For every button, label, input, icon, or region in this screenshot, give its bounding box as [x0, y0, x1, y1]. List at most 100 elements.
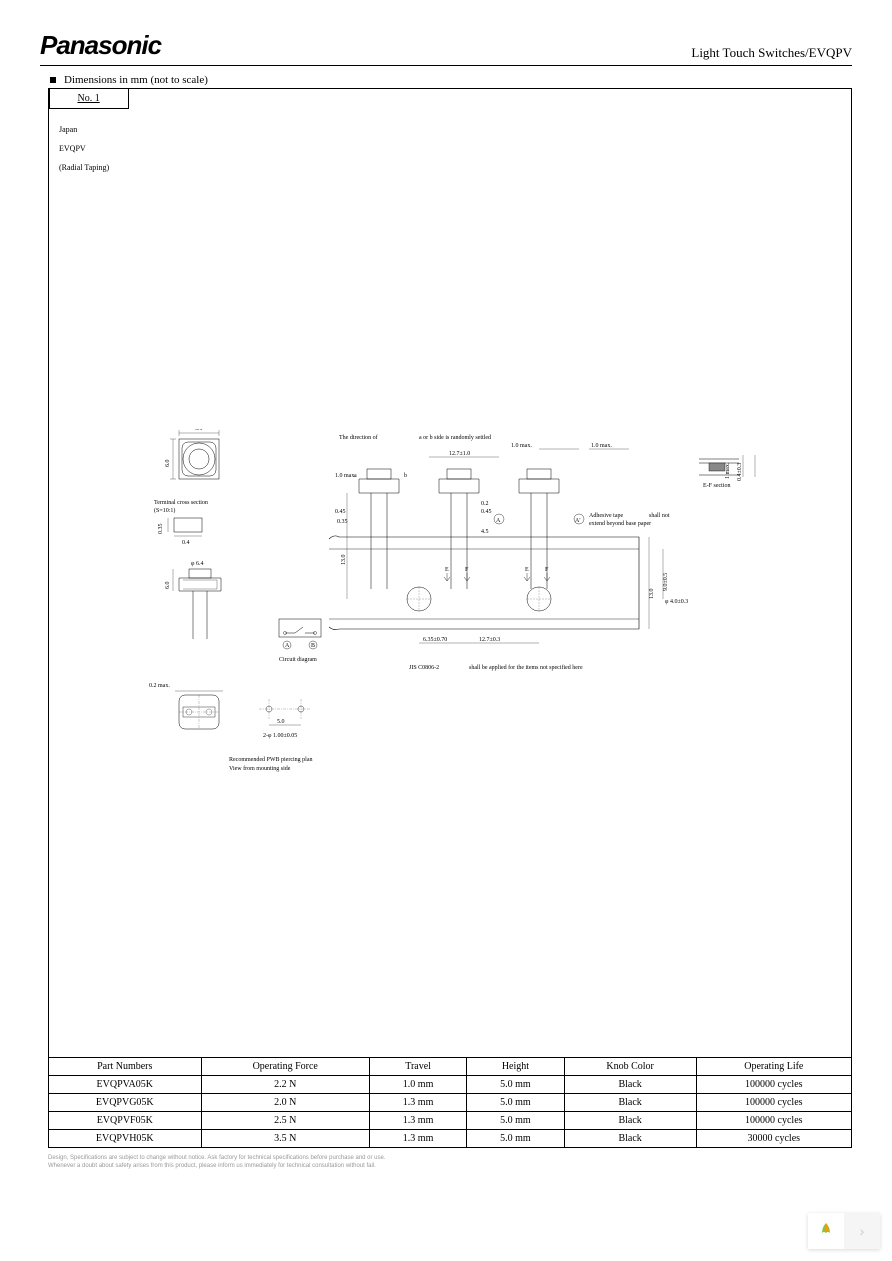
table-cell: 1.0 mm	[369, 1076, 466, 1094]
svg-text:0.4±0.3: 0.4±0.3	[737, 463, 743, 481]
table-row: EVQPVF05K2.5 N1.3 mm5.0 mmBlack100000 cy…	[49, 1112, 851, 1130]
svg-text:View from mounting side: View from mounting side	[229, 765, 291, 772]
svg-text:shall be applied for the items: shall be applied for the items not speci…	[469, 664, 583, 671]
corner-logo-icon	[808, 1213, 844, 1249]
col-part-numbers: Part Numbers	[49, 1058, 201, 1076]
svg-text:φ 4.0±0.3: φ 4.0±0.3	[665, 599, 688, 605]
table-cell: 5.0 mm	[467, 1130, 564, 1148]
svg-text:shall not: shall not	[649, 513, 670, 519]
svg-text:b: b	[404, 473, 407, 479]
svg-text:6.1: 6.1	[195, 429, 203, 432]
technical-diagram: 6.1 6.0 Terminal cross section (S=10:1) …	[139, 429, 779, 809]
col-travel: Travel	[369, 1058, 466, 1076]
table-cell: Black	[564, 1094, 696, 1112]
table-row: EVQPVA05K2.2 N1.0 mm5.0 mmBlack100000 cy…	[49, 1076, 851, 1094]
svg-text:E: E	[525, 567, 529, 573]
svg-text:4.5: 4.5	[481, 529, 489, 535]
footer-line-1: Design, Specifications are subject to ch…	[48, 1154, 852, 1162]
spec-table-container: Part Numbers Operating Force Travel Heig…	[49, 1057, 851, 1147]
brand-logo: Panasonic	[40, 30, 161, 61]
svg-text:0.35: 0.35	[158, 524, 164, 535]
svg-text:0.35: 0.35	[337, 519, 348, 525]
table-cell: 100000 cycles	[696, 1112, 851, 1130]
document-title: Light Touch Switches/EVQPV	[691, 45, 852, 61]
meta-info: Japan EVQPV (Radial Taping)	[59, 125, 109, 182]
svg-text:13.0: 13.0	[341, 555, 347, 566]
packaging-label: (Radial Taping)	[59, 163, 109, 172]
svg-text:1.0 max.: 1.0 max.	[511, 443, 532, 449]
table-cell: EVQPVA05K	[49, 1076, 201, 1094]
bullet-icon	[50, 77, 56, 83]
table-cell: 30000 cycles	[696, 1130, 851, 1148]
svg-text:0.45: 0.45	[481, 509, 492, 515]
svg-text:Terminal cross section: Terminal cross section	[154, 500, 208, 506]
origin-label: Japan	[59, 125, 109, 134]
table-row: EVQPVH05K3.5 N1.3 mm5.0 mmBlack30000 cyc…	[49, 1130, 851, 1148]
svg-text:E-F section: E-F section	[703, 483, 731, 489]
corner-widget[interactable]: ›	[808, 1213, 880, 1249]
svg-text:E: E	[445, 567, 449, 573]
svg-text:2-φ 1.00±0.05: 2-φ 1.00±0.05	[263, 733, 297, 739]
footer-line-2: Whenever a doubt about safety arises fro…	[48, 1162, 852, 1170]
footer-disclaimer: Design, Specifications are subject to ch…	[48, 1154, 852, 1171]
svg-text:13.0: 13.0	[649, 589, 655, 600]
table-cell: 3.5 N	[201, 1130, 369, 1148]
svg-text:6.0: 6.0	[165, 460, 171, 468]
svg-text:0.2: 0.2	[481, 501, 489, 507]
svg-text:A: A	[496, 518, 501, 524]
table-cell: Black	[564, 1112, 696, 1130]
svg-text:B: B	[311, 643, 315, 649]
svg-text:extend beyond base paper: extend beyond base paper	[589, 521, 651, 527]
col-knob-color: Knob Color	[564, 1058, 696, 1076]
svg-text:a or b side is randomly settle: a or b side is randomly settled	[419, 435, 491, 441]
table-cell: 5.0 mm	[467, 1094, 564, 1112]
section-heading: Dimensions in mm (not to scale)	[50, 74, 852, 86]
chevron-right-icon[interactable]: ›	[844, 1213, 880, 1249]
svg-text:12.7±0.3: 12.7±0.3	[479, 637, 500, 643]
table-cell: 2.0 N	[201, 1094, 369, 1112]
table-cell: 100000 cycles	[696, 1094, 851, 1112]
svg-text:1.0 max.: 1.0 max.	[591, 443, 612, 449]
table-header-row: Part Numbers Operating Force Travel Heig…	[49, 1058, 851, 1076]
table-cell: 1.3 mm	[369, 1112, 466, 1130]
table-row: EVQPVG05K2.0 N1.3 mm5.0 mmBlack100000 cy…	[49, 1094, 851, 1112]
svg-text:F: F	[465, 567, 469, 573]
table-cell: 1.3 mm	[369, 1094, 466, 1112]
col-operating-life: Operating Life	[696, 1058, 851, 1076]
table-cell: Black	[564, 1076, 696, 1094]
svg-text:0.2 max.: 0.2 max.	[149, 683, 170, 689]
table-cell: EVQPVH05K	[49, 1130, 201, 1148]
table-cell: 2.2 N	[201, 1076, 369, 1094]
svg-text:The direction of: The direction of	[339, 434, 378, 441]
svg-text:12.7±1.0: 12.7±1.0	[449, 451, 470, 457]
svg-text:A: A	[285, 643, 290, 649]
svg-text:0.4: 0.4	[182, 540, 190, 546]
svg-text:6.35±0.70: 6.35±0.70	[423, 637, 447, 643]
table-cell: 5.0 mm	[467, 1076, 564, 1094]
table-cell: Black	[564, 1130, 696, 1148]
svg-text:F: F	[545, 567, 549, 573]
svg-text:0.45: 0.45	[335, 509, 346, 515]
section-title: Dimensions in mm (not to scale)	[64, 74, 208, 86]
table-cell: EVQPVF05K	[49, 1112, 201, 1130]
table-cell: EVQPVG05K	[49, 1094, 201, 1112]
svg-text:a: a	[354, 473, 357, 479]
table-cell: 1.3 mm	[369, 1130, 466, 1148]
table-cell: 5.0 mm	[467, 1112, 564, 1130]
content-box: No. 1 Japan EVQPV (Radial Taping) 6.1 6.	[48, 88, 852, 1148]
col-height: Height	[467, 1058, 564, 1076]
svg-text:JIS C0806-2: JIS C0806-2	[409, 665, 439, 671]
svg-text:Adhesive tape: Adhesive tape	[589, 513, 623, 519]
table-cell: 2.5 N	[201, 1112, 369, 1130]
series-label: EVQPV	[59, 144, 109, 153]
svg-text:6.0: 6.0	[165, 582, 171, 590]
col-operating-force: Operating Force	[201, 1058, 369, 1076]
svg-text:A': A'	[575, 518, 580, 524]
svg-text:Circuit diagram: Circuit diagram	[279, 657, 317, 663]
svg-text:Recommended PWB piercing plan: Recommended PWB piercing plan	[229, 757, 312, 763]
spec-table: Part Numbers Operating Force Travel Heig…	[49, 1057, 851, 1147]
page-header: Panasonic Light Touch Switches/EVQPV	[40, 30, 852, 66]
table-cell: 100000 cycles	[696, 1076, 851, 1094]
svg-text:9.0±0.5: 9.0±0.5	[663, 573, 669, 591]
svg-text:5.0: 5.0	[277, 719, 285, 725]
